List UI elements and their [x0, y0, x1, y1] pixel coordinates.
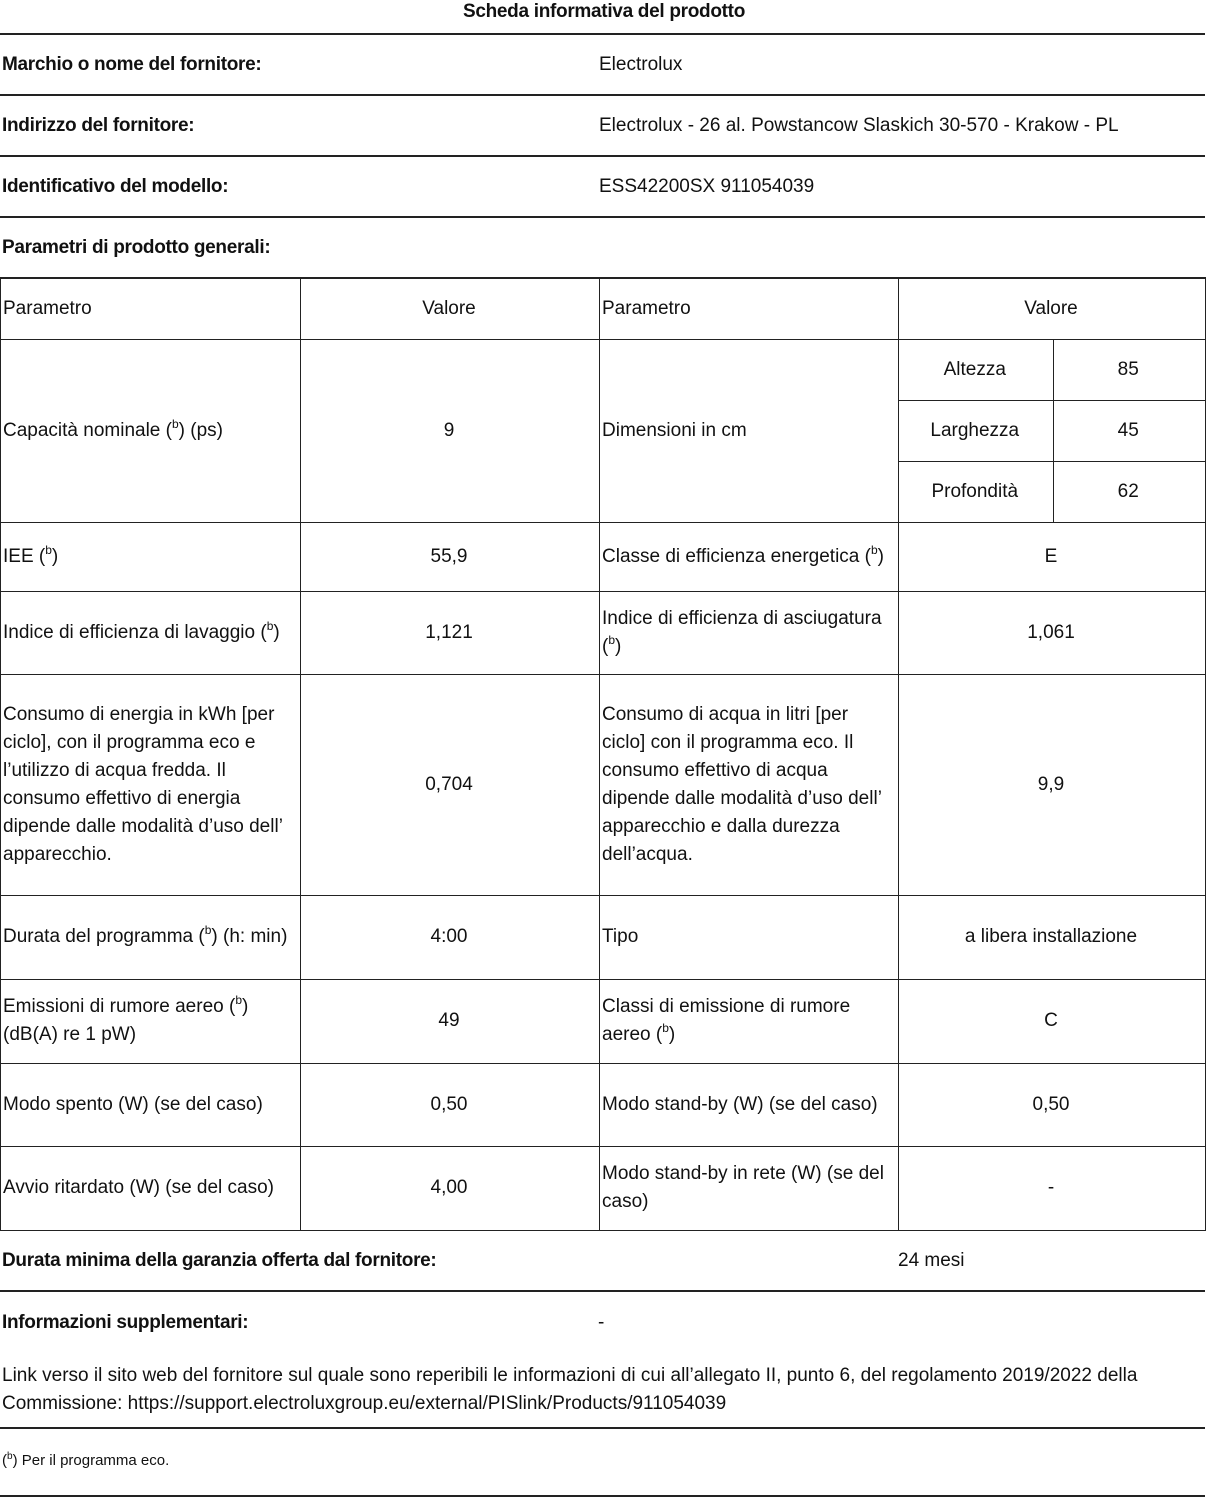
parameter-label: Durata del programma (b) (h: min) [0, 894, 301, 980]
parameter-label: Classe di efficienza energetica (b) [599, 521, 899, 592]
page-title: Scheda informativa del prodotto [462, 1, 746, 22]
divider [0, 155, 1205, 157]
dimension-name: Larghezza [899, 399, 1053, 461]
parameter-label: IEE (b) [0, 521, 301, 592]
model-label: Identificativo del modello: [2, 176, 229, 197]
header-parametro: Parametro [0, 277, 301, 340]
parameter-value: a libera installazione [898, 894, 1206, 980]
parameter-value: 55,9 [300, 521, 600, 592]
parameters-table: Parametro Valore Parametro Valore Capaci… [0, 277, 1206, 1231]
address-label: Indirizzo del fornitore: [2, 115, 195, 136]
table-row: IEE (b) 55,9 Classe di efficienza energeti… [0, 521, 1206, 592]
divider [0, 1495, 1205, 1497]
parameter-value: 9,9 [898, 673, 1206, 896]
dimensions-values: Altezza 85 Larghezza 45 Profondità 62 [898, 338, 1206, 523]
additional-info-value: - [598, 1312, 605, 1333]
parameter-label: Tipo [599, 894, 899, 980]
supplier-label: Marchio o nome del fornitore: [2, 54, 262, 75]
dimension-name: Altezza [943, 358, 1006, 380]
footnote: (b) Per il programma eco. [2, 1451, 170, 1470]
warranty-value: 24 mesi [898, 1250, 965, 1271]
parameter-value: - [898, 1145, 1206, 1231]
table-row: Capacità nominale (b) (ps) 9 Dimensioni … [0, 338, 1206, 523]
table-row: Emissioni di rumore aereo (b) (dB(A) re … [0, 978, 1206, 1064]
supplier-website-link-text: Link verso il sito web del fornitore sul… [2, 1365, 1138, 1414]
table-header-row: Parametro Valore Parametro Valore [0, 277, 1206, 340]
table-row: Avvio ritardato (W) (se del caso) 4,00 Mod… [0, 1145, 1206, 1231]
parameter-value: 49 [300, 978, 600, 1064]
address-value: Electrolux - 26 al. Powstancow Slaskich … [599, 115, 1119, 136]
dimension-value: 85 [1052, 339, 1205, 400]
table-row: Indice di efficienza di lavaggio (b) 1,12… [0, 590, 1206, 675]
parameter-value: 1,061 [898, 590, 1206, 675]
dimension-value: 62 [1052, 460, 1205, 522]
parameter-label: Modo stand-by (W) (se del caso) [599, 1062, 899, 1147]
parameter-value: 0,50 [300, 1062, 600, 1147]
parameter-label: Avvio ritardato (W) (se del caso) [0, 1145, 301, 1231]
parameter-value: E [898, 521, 1206, 592]
supplier-value: Electrolux [599, 54, 683, 75]
parameter-value: 0,704 [300, 673, 600, 896]
header-parametro: Parametro [599, 277, 899, 340]
parameter-label: Consumo di energia in kWh [per ciclo], c… [0, 673, 301, 896]
general-params-label: Parametri di prodotto generali: [2, 237, 271, 258]
dimension-value: 45 [1052, 399, 1205, 461]
table-row: Durata del programma (b) (h: min) 4:00 Tip… [0, 894, 1206, 980]
divider [0, 216, 1205, 218]
divider [0, 94, 1205, 96]
model-value: ESS42200SX 911054039 [599, 176, 815, 197]
divider [0, 33, 1205, 35]
parameter-label: Emissioni di rumore aereo (b) (dB(A) re … [0, 978, 301, 1064]
divider [0, 1290, 1205, 1292]
parameter-value: 4:00 [300, 894, 600, 980]
parameter-label: Modo spento (W) (se del caso) [0, 1062, 301, 1147]
dimensions-label: Dimensioni in cm [599, 338, 899, 523]
capacity-label: Capacità nominale (b) (ps) [0, 338, 301, 523]
table-row: Modo spento (W) (se del caso) 0,50 Modo st… [0, 1062, 1206, 1147]
warranty-label: Durata minima della garanzia offerta dal… [2, 1250, 437, 1271]
parameter-value: C [898, 978, 1206, 1064]
parameter-label: Indice di efficienza di lavaggio (b) [0, 590, 301, 675]
parameter-label: Modo stand-by in rete (W) (se del caso) [599, 1145, 899, 1231]
parameter-value: 4,00 [300, 1145, 600, 1231]
parameter-value: 0,50 [898, 1062, 1206, 1147]
dimension-name: Profondità [899, 460, 1053, 522]
divider [0, 1427, 1205, 1429]
header-valore: Valore [898, 277, 1206, 340]
capacity-value: 9 [300, 338, 600, 523]
parameter-label: Classi di emissione di rumore aereo (b) [599, 978, 899, 1064]
parameter-label: Indice di efficienza di asciugatura (b) [599, 590, 899, 675]
table-row: Consumo di energia in kWh [per ciclo], c… [0, 673, 1206, 896]
parameter-label: Consumo di acqua in litri [per ciclo] co… [599, 673, 899, 896]
parameter-value: 1,121 [300, 590, 600, 675]
header-valore: Valore [300, 277, 600, 340]
additional-info-label: Informazioni supplementari: [2, 1312, 249, 1333]
